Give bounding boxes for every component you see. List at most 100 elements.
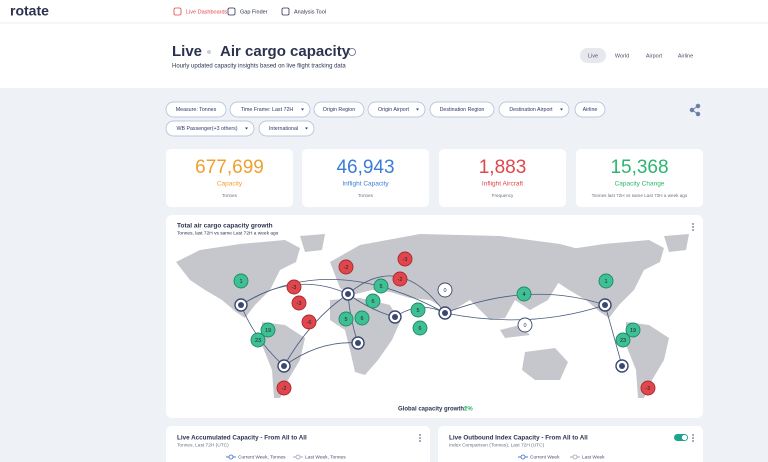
panel-title: Live Accumulated Capacity - From All to … [177, 435, 307, 442]
map-bubble[interactable] [598, 273, 614, 289]
map-bubble[interactable] [392, 271, 408, 287]
nav-item[interactable]: Gap Finder [240, 9, 268, 15]
panel-title: Live Outbound Index Capacity - From All … [449, 435, 588, 442]
bubble-label: -2 [282, 386, 287, 392]
filter-label: Origin Airport [378, 107, 409, 113]
map-bubble[interactable] [397, 251, 413, 267]
filter-pill[interactable] [313, 101, 365, 118]
bubble-label: -3 [292, 285, 297, 291]
map-subtitle: Tonnes, last 72H vs same Last 72H a week… [177, 230, 279, 236]
map-bubble[interactable] [365, 293, 381, 309]
nav-item[interactable]: Live Dashboards [186, 9, 228, 15]
map-bubble[interactable] [233, 273, 249, 289]
panel-card [438, 426, 703, 462]
hub[interactable] [602, 302, 608, 308]
filter-pill[interactable] [367, 101, 426, 118]
map-bubble[interactable] [301, 314, 317, 330]
share-icon[interactable] [689, 103, 701, 117]
hub[interactable] [238, 302, 244, 308]
menu-dot[interactable] [692, 437, 694, 439]
kpi-value: 677,699 [195, 157, 264, 178]
map-bubble[interactable] [517, 317, 533, 333]
caret [560, 108, 563, 111]
filter-pill[interactable] [165, 120, 255, 137]
menu-dot[interactable] [419, 437, 421, 439]
nav-item[interactable]: Analysis Tool [294, 9, 326, 15]
legend-label: Last Week [582, 454, 605, 460]
tab[interactable]: Live [588, 53, 598, 59]
bubble-label: 5 [416, 308, 419, 314]
legend-marker [228, 454, 234, 460]
filter-label: Airline [583, 107, 598, 113]
map-bubble[interactable] [291, 295, 307, 311]
bubble-label: 4 [522, 292, 525, 298]
panel-subtitle: Tonnes, Last 72H (UTC) [177, 442, 229, 448]
hub[interactable] [392, 314, 398, 320]
map-bubble[interactable] [338, 259, 354, 275]
kpi-card [166, 149, 293, 207]
kpi-unit: Tonnes [222, 193, 238, 198]
bubble-label: 19 [630, 328, 636, 334]
filter-pill[interactable] [229, 101, 311, 118]
caret [305, 127, 308, 130]
kpi-label: Inflight Capacity [342, 181, 389, 188]
filter-label: WB Passenger(+3 others) [176, 126, 237, 132]
tab-active [580, 48, 606, 63]
map-bubble[interactable] [410, 302, 426, 318]
separator [207, 50, 211, 54]
legend-label: Current Week, Tonnes [238, 454, 286, 460]
map-bubble[interactable] [250, 332, 266, 348]
logo[interactable]: rotate [10, 3, 49, 19]
hub[interactable] [281, 363, 287, 369]
filter-pill[interactable] [165, 101, 227, 118]
global-growth-value: 2% [464, 407, 473, 413]
map-bubble[interactable] [354, 310, 370, 326]
map-bubble[interactable] [260, 322, 276, 338]
legend-marker [572, 454, 578, 460]
panel-subtitle: Index Comparison (Tonnes), Last 72H (UTC… [449, 442, 545, 448]
menu-dot[interactable] [419, 434, 421, 436]
menu-dot[interactable] [692, 440, 694, 442]
filter-label: Destination Airport [509, 107, 553, 113]
tab[interactable]: Airline [678, 53, 693, 59]
map-bubble[interactable] [640, 380, 656, 396]
menu-dot[interactable] [692, 434, 694, 436]
info-icon[interactable] [348, 48, 356, 56]
menu-dot[interactable] [419, 440, 421, 442]
map-bubble[interactable] [276, 380, 292, 396]
nav-icon[interactable] [227, 7, 236, 16]
tab[interactable]: Airport [646, 53, 663, 59]
bubble-label: -3 [297, 301, 302, 307]
kpi-unit: Frequency [492, 193, 514, 198]
filter-pill[interactable] [498, 101, 570, 118]
toggle-knob [681, 434, 688, 441]
map-bubble[interactable] [412, 320, 428, 336]
kpi-label: Capacity Change [615, 181, 665, 188]
bubble-label: 5 [379, 284, 382, 290]
map-bubble[interactable] [373, 278, 389, 294]
hub[interactable] [442, 310, 448, 316]
bubble-label: 6 [371, 299, 374, 305]
map-bubble[interactable] [615, 332, 631, 348]
map-bubble[interactable] [437, 282, 453, 298]
map-bubble[interactable] [338, 311, 354, 327]
panel-card [166, 426, 430, 462]
bubble-label: 0 [523, 323, 526, 329]
map-bubble[interactable] [516, 286, 532, 302]
filter-pill[interactable] [574, 101, 606, 118]
filter-pill[interactable] [429, 101, 495, 118]
nav-icon[interactable] [173, 7, 182, 16]
filter-pill[interactable] [258, 120, 315, 137]
tab[interactable]: World [615, 53, 629, 59]
hub[interactable] [619, 363, 625, 369]
filter-label: Time Frame: Last 72H [241, 107, 294, 113]
hub[interactable] [355, 340, 361, 346]
map-bubble[interactable] [286, 279, 302, 295]
nav-icon[interactable] [281, 7, 290, 16]
kpi-card [576, 149, 703, 207]
map-bubble[interactable] [625, 322, 641, 338]
card-menu[interactable] [692, 223, 694, 231]
hub[interactable] [345, 291, 351, 297]
